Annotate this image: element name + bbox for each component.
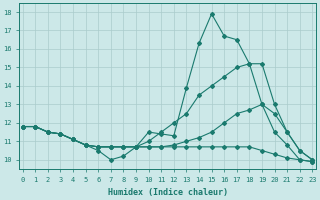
X-axis label: Humidex (Indice chaleur): Humidex (Indice chaleur) (108, 188, 228, 197)
